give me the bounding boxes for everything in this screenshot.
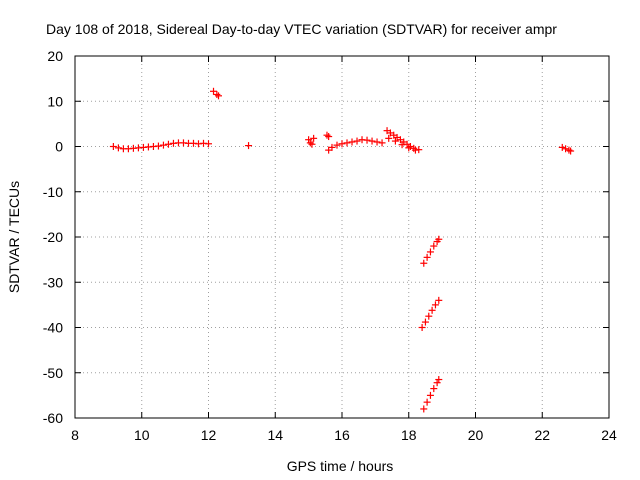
y-tick-label: -20: [43, 229, 63, 245]
data-point: [333, 141, 341, 149]
data-point: [391, 137, 399, 145]
data-point: [425, 312, 433, 320]
y-tick-label: 0: [55, 139, 63, 155]
data-point: [567, 147, 575, 155]
data-point: [323, 131, 331, 139]
y-tick-label: -60: [43, 410, 63, 426]
data-point: [423, 253, 431, 261]
y-tick-label: -50: [43, 365, 63, 381]
chart-title: Day 108 of 2018, Sidereal Day-to-day VTE…: [46, 21, 557, 37]
data-point: [215, 92, 223, 100]
data-point: [306, 139, 314, 147]
y-tick-label: -30: [43, 274, 63, 290]
data-point: [205, 140, 212, 148]
data-point: [421, 318, 429, 326]
x-axis-label: GPS time / hours: [287, 458, 394, 474]
data-point: [435, 235, 443, 243]
y-tick-label: -10: [43, 184, 63, 200]
data-point: [213, 90, 221, 98]
data-point: [428, 306, 436, 314]
data-point: [373, 138, 381, 146]
grid: [75, 56, 609, 418]
axis-ticks: [74, 55, 610, 419]
data-point: [426, 248, 434, 256]
data-point: [435, 296, 443, 304]
data-point: [109, 143, 117, 150]
data-point: [435, 376, 443, 384]
data-point: [430, 242, 438, 250]
data-point: [308, 140, 316, 148]
x-tick-label: 14: [267, 427, 283, 443]
data-point: [418, 324, 426, 331]
data-point: [343, 139, 351, 147]
data-point: [154, 142, 162, 150]
data-point: [431, 301, 439, 309]
data-point: [338, 140, 346, 148]
data-point: [348, 138, 356, 146]
data-point: [328, 143, 336, 151]
y-tick-label: -40: [43, 320, 63, 336]
data-point: [433, 379, 441, 387]
x-tick-label: 22: [534, 427, 550, 443]
x-tick-label: 20: [468, 427, 484, 443]
data-point: [363, 136, 371, 144]
data-point: [368, 137, 376, 145]
data-point: [405, 144, 413, 152]
x-tick-label: 16: [334, 427, 350, 443]
x-tick-labels: 8 10 12 14 16 18 20 22 24: [71, 427, 617, 443]
data-point: [411, 146, 419, 154]
data-point: [210, 87, 218, 95]
x-tick-label: 24: [601, 427, 617, 443]
y-tick-label: 20: [47, 48, 63, 64]
data-point: [378, 139, 386, 147]
data-point: [114, 144, 122, 152]
data-point: [159, 141, 167, 149]
data-point: [562, 145, 570, 153]
x-tick-label: 10: [134, 427, 150, 443]
data-point: [310, 134, 318, 142]
y-tick-labels: -60 -50 -40 -30 -20 -10 0 10 20: [43, 48, 63, 426]
data-point: [430, 385, 438, 393]
data-point: [423, 398, 431, 406]
data-point: [305, 136, 313, 144]
data-point: [558, 143, 566, 151]
data-point: [325, 133, 333, 141]
data-point: [420, 259, 428, 267]
data-point: [420, 405, 428, 413]
x-tick-label: 18: [401, 427, 417, 443]
data-point: [164, 140, 172, 148]
data-point: [353, 137, 361, 145]
y-axis-label: SDTVAR / TECUs: [6, 181, 22, 293]
data-point: [245, 142, 253, 150]
y-tick-label: 10: [47, 93, 63, 109]
data-point: [398, 141, 406, 149]
x-tick-label: 8: [71, 427, 79, 443]
x-tick-label: 12: [201, 427, 217, 443]
data-point: [565, 146, 573, 154]
data-points: [109, 87, 575, 413]
data-point: [385, 134, 393, 142]
data-point: [426, 391, 434, 399]
